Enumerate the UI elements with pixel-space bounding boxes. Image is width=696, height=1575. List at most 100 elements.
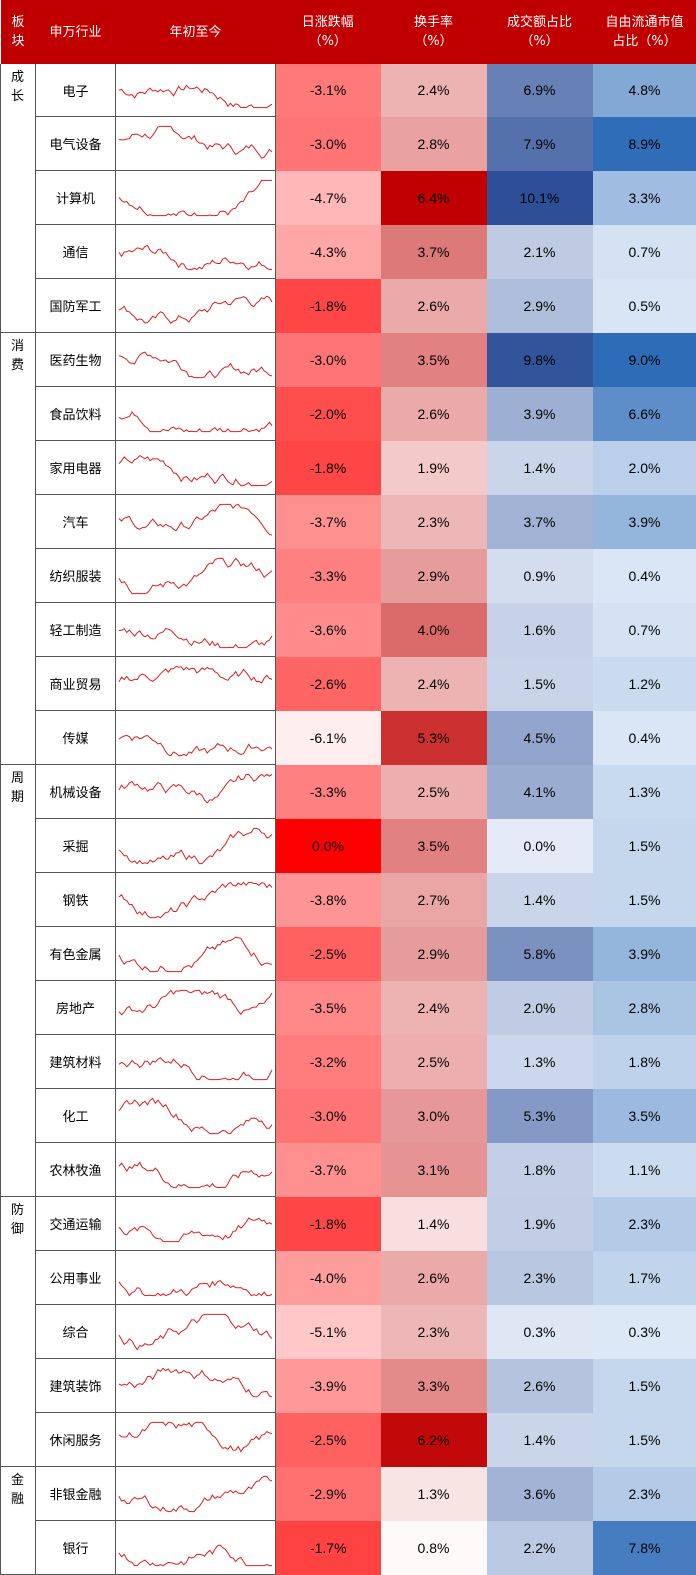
sparkline-path — [119, 180, 272, 215]
table-row: 商业贸易-2.6%2.4%1.5%1.2% — [1, 657, 696, 711]
header-ytd: 年初至今 — [116, 0, 276, 64]
sparkline-chart — [116, 605, 275, 655]
industry-name: 电气设备 — [36, 117, 116, 171]
table-row: 钢铁-3.8%2.7%1.4%1.5% — [1, 873, 696, 927]
daily-change-cell: -2.0% — [276, 387, 381, 441]
turnover-cell: 2.4% — [381, 657, 487, 711]
ytd-sparkline — [116, 1521, 276, 1575]
sparkline-chart — [116, 821, 275, 871]
block-label: 防御 — [1, 1197, 36, 1467]
ytd-sparkline — [116, 171, 276, 225]
volume-share-cell: 1.4% — [487, 441, 593, 495]
volume-share-cell: 10.1% — [487, 171, 593, 225]
sparkline-chart — [116, 1523, 275, 1573]
ytd-sparkline — [116, 441, 276, 495]
volume-share-cell: 9.8% — [487, 333, 593, 387]
ytd-sparkline — [116, 1413, 276, 1467]
table-row: 周期机械设备-3.3%2.5%4.1%1.3% — [1, 765, 696, 819]
header-turnover: 换手率（%） — [381, 0, 487, 64]
sparkline-chart — [116, 1091, 275, 1141]
header-volume-share: 成交额占比（%） — [487, 0, 593, 64]
float-cap-share-cell: 9.0% — [593, 333, 696, 387]
float-cap-share-cell: 8.9% — [593, 117, 696, 171]
volume-share-cell: 2.6% — [487, 1359, 593, 1413]
block-label: 周期 — [1, 765, 36, 1197]
ytd-sparkline — [116, 981, 276, 1035]
ytd-sparkline — [116, 1359, 276, 1413]
sparkline-path — [119, 352, 272, 378]
float-cap-share-cell: 1.5% — [593, 819, 696, 873]
daily-change-cell: -1.8% — [276, 1197, 381, 1251]
ytd-sparkline — [116, 1143, 276, 1197]
sparkline-path — [119, 628, 272, 647]
sparkline-chart — [116, 227, 275, 277]
daily-change-cell: 0.0% — [276, 819, 381, 873]
daily-change-cell: -3.1% — [276, 64, 381, 117]
turnover-cell: 2.6% — [381, 387, 487, 441]
industry-name: 建筑材料 — [36, 1035, 116, 1089]
industry-name: 传媒 — [36, 711, 116, 765]
ytd-sparkline — [116, 603, 276, 657]
sparkline-path — [119, 937, 272, 972]
header-daily-change: 日涨跌幅（%） — [276, 0, 381, 64]
ytd-sparkline — [116, 1467, 276, 1521]
sparkline-chart — [116, 443, 275, 493]
float-cap-share-cell: 1.1% — [593, 1143, 696, 1197]
sparkline-chart — [116, 1361, 275, 1411]
turnover-cell: 6.2% — [381, 1413, 487, 1467]
float-cap-share-cell: 2.3% — [593, 1467, 696, 1521]
table-row: 农林牧渔-3.7%3.1%1.8%1.1% — [1, 1143, 696, 1197]
daily-change-cell: -2.5% — [276, 927, 381, 981]
sparkline-path — [119, 774, 272, 802]
volume-share-cell: 0.0% — [487, 819, 593, 873]
header-row: 板块 申万行业 年初至今 日涨跌幅（%） 换手率（%） 成交额占比（%） 自由流… — [1, 0, 696, 64]
industry-name: 机械设备 — [36, 765, 116, 819]
header-block: 板块 — [1, 0, 36, 64]
daily-change-cell: -3.9% — [276, 1359, 381, 1413]
table-row: 电气设备-3.0%2.8%7.9%8.9% — [1, 117, 696, 171]
daily-change-cell: -3.5% — [276, 981, 381, 1035]
volume-share-cell: 5.8% — [487, 927, 593, 981]
turnover-cell: 2.4% — [381, 64, 487, 117]
volume-share-cell: 2.1% — [487, 225, 593, 279]
industry-name: 交通运输 — [36, 1197, 116, 1251]
volume-share-cell: 3.6% — [487, 1467, 593, 1521]
industry-name: 银行 — [36, 1521, 116, 1575]
daily-change-cell: -2.6% — [276, 657, 381, 711]
sparkline-path — [119, 1368, 272, 1397]
turnover-cell: 1.4% — [381, 1197, 487, 1251]
sparkline-chart — [116, 551, 275, 601]
float-cap-share-cell: 0.4% — [593, 549, 696, 603]
block-label-text: 消费 — [11, 337, 23, 375]
float-cap-share-cell: 2.0% — [593, 441, 696, 495]
sparkline-path — [119, 412, 272, 432]
ytd-sparkline — [116, 225, 276, 279]
volume-share-cell: 7.9% — [487, 117, 593, 171]
sparkline-path — [119, 990, 272, 1014]
float-cap-share-cell: 0.7% — [593, 603, 696, 657]
ytd-sparkline — [116, 549, 276, 603]
volume-share-cell: 6.9% — [487, 64, 593, 117]
sparkline-path — [119, 1098, 272, 1133]
sparkline-chart — [116, 929, 275, 979]
float-cap-share-cell: 0.3% — [593, 1305, 696, 1359]
sparkline-path — [119, 85, 272, 107]
sparkline-path — [119, 828, 272, 863]
table-row: 金融非银金融-2.9%1.3%3.6%2.3% — [1, 1467, 696, 1521]
turnover-cell: 0.8% — [381, 1521, 487, 1575]
turnover-cell: 2.6% — [381, 1251, 487, 1305]
volume-share-cell: 1.4% — [487, 1413, 593, 1467]
sparkline-path — [119, 1422, 272, 1451]
turnover-cell: 2.6% — [381, 279, 487, 333]
sparkline-chart — [116, 767, 275, 817]
sparkline-path — [119, 666, 272, 683]
header-industry: 申万行业 — [36, 0, 116, 64]
table-row: 计算机-4.7%6.4%10.1%3.3% — [1, 171, 696, 225]
ytd-sparkline — [116, 64, 276, 117]
ytd-sparkline — [116, 1251, 276, 1305]
block-label: 成长 — [1, 64, 36, 333]
volume-share-cell: 2.3% — [487, 1251, 593, 1305]
industry-name: 纺织服装 — [36, 549, 116, 603]
ytd-sparkline — [116, 819, 276, 873]
turnover-cell: 2.7% — [381, 873, 487, 927]
